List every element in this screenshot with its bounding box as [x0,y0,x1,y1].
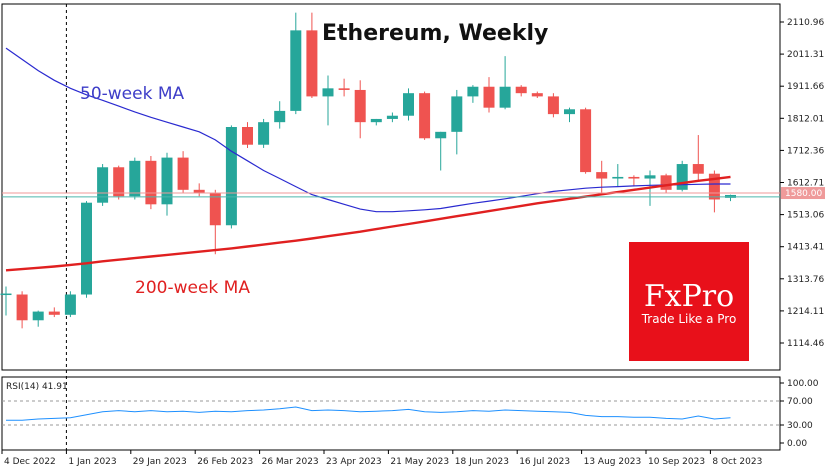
y-tick-label: 1413.41 [787,243,824,253]
candle-down [547,96,559,115]
candle-up [97,167,109,203]
candle-up [451,96,463,132]
candle-down [338,88,350,90]
candle-down [306,30,318,97]
candle-up [386,115,398,119]
candle-down [113,167,125,197]
candle-up [644,175,656,179]
y-tick-label: 1313.76 [787,275,824,285]
last-price-tag-bg [781,187,825,200]
x-tick-label: 10 Sep 2023 [648,457,705,467]
y-tick-label: 2110.96 [787,18,824,28]
brand-logo-name: FxPro [644,279,734,314]
candle-down [419,93,431,139]
candle-up [676,164,688,190]
candle-down [16,294,28,321]
x-tick-label: 26 Mar 2023 [262,457,319,467]
candle-up [81,202,92,295]
candle-up [370,118,382,123]
candle-up [435,131,447,139]
candle-down [596,172,608,179]
candle-up [225,127,237,226]
x-tick-label: 13 Aug 2023 [584,457,642,467]
candle-up [161,157,173,205]
rsi-indicator-label: RSI(14) 41.91 [6,382,68,392]
rsi-tick-label: 0.00 [787,439,807,449]
candle-up [612,176,624,179]
y-tick-label: 1114.46 [787,339,824,349]
candle-down [660,175,672,190]
ma50-line [5,47,731,213]
candle-down [242,127,253,145]
candle-up [499,86,511,108]
candle-up [403,93,414,116]
x-tick-label: 4 Dec 2022 [4,457,56,467]
candle-up [564,109,575,115]
candle-up [129,160,141,197]
candle-down [209,193,221,226]
x-tick-label: 18 Jun 2023 [455,457,509,467]
candle-down [193,189,205,194]
candle-down [580,109,592,173]
rsi-tick-label: 70.00 [787,397,813,407]
y-tick-label: 1712.36 [787,146,824,156]
x-tick-label: 21 May 2023 [390,457,449,467]
x-tick-label: 8 Oct 2023 [712,457,762,467]
x-tick-label: 1 Jan 2023 [68,457,116,467]
candle-up [258,122,270,145]
candle-up [64,294,76,315]
candle-down [692,164,704,174]
brand-logo-box [629,242,749,361]
rsi-line [6,406,731,421]
candle-up [274,110,286,123]
candle-down [628,176,640,179]
candle-down [354,89,366,123]
rsi-tick-label: 100.00 [787,379,819,389]
candle-up [467,86,479,97]
y-tick-label: 1612.71 [787,179,824,189]
chart-title: Ethereum, Weekly [322,21,548,46]
rsi-tick-label: 30.00 [787,421,813,431]
ma50-annotation: 50-week MA [80,84,185,104]
brand-logo-tagline: Trade Like a Pro [641,312,737,326]
candle-up [290,30,302,111]
candle-down [145,160,157,205]
x-tick-label: 16 Jul 2023 [519,457,570,467]
candle-up [0,293,12,296]
y-tick-label: 1513.06 [787,211,824,221]
x-tick-label: 29 Jan 2023 [133,457,187,467]
y-tick-label: 1812.01 [787,114,824,124]
candle-down [531,93,543,97]
ma200-annotation: 200-week MA [135,278,250,298]
candle-down [515,86,527,94]
last-price-tag-label: 1580.00 [785,189,822,199]
candle-up [32,311,44,321]
candle-down [48,311,60,315]
candle-down [177,157,189,190]
y-tick-label: 2011.31 [787,50,824,60]
x-tick-label: 26 Feb 2023 [197,457,253,467]
candle-down [708,173,720,200]
x-tick-label: 23 Apr 2023 [326,457,382,467]
rsi-panel-frame [1,376,781,451]
y-tick-label: 1214.11 [787,307,824,317]
candle-up [322,88,334,97]
y-tick-label: 1911.66 [787,82,824,92]
candle-down [483,86,495,108]
